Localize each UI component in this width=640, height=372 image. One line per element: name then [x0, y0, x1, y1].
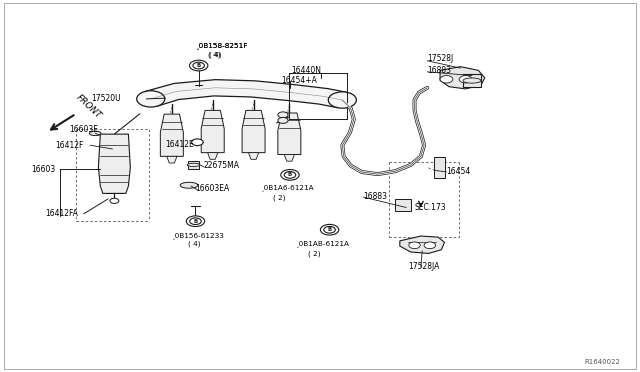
Text: 17528JA: 17528JA	[408, 262, 440, 271]
Circle shape	[321, 224, 339, 235]
Text: R1640022: R1640022	[584, 359, 620, 365]
Text: B: B	[196, 63, 201, 68]
Circle shape	[189, 60, 208, 71]
Text: FRONT: FRONT	[74, 93, 103, 120]
Ellipse shape	[180, 182, 198, 188]
Text: ( 4): ( 4)	[188, 240, 200, 247]
Polygon shape	[145, 80, 347, 108]
Circle shape	[328, 92, 356, 108]
Circle shape	[186, 216, 205, 227]
Circle shape	[460, 76, 472, 83]
Bar	[188, 161, 199, 169]
Circle shape	[193, 62, 204, 69]
Bar	[434, 157, 445, 178]
Polygon shape	[248, 153, 259, 159]
Text: 16440N: 16440N	[291, 66, 321, 75]
Polygon shape	[167, 156, 177, 163]
Text: 22675MA: 22675MA	[204, 161, 240, 170]
Text: ¸0B158-8251F: ¸0B158-8251F	[195, 42, 248, 48]
Polygon shape	[207, 153, 218, 159]
Bar	[396, 199, 412, 211]
Text: SEC.173: SEC.173	[415, 203, 446, 212]
Polygon shape	[278, 113, 301, 154]
Text: B: B	[328, 227, 332, 232]
Text: 16883: 16883	[428, 66, 451, 75]
Circle shape	[284, 171, 296, 178]
Text: ¸0B1A6-6121A: ¸0B1A6-6121A	[261, 185, 315, 191]
Polygon shape	[161, 114, 183, 156]
Circle shape	[137, 91, 165, 107]
Text: ¸0B1AB-6121A: ¸0B1AB-6121A	[296, 240, 350, 247]
Text: 17528J: 17528J	[428, 54, 454, 62]
Polygon shape	[201, 110, 224, 153]
Ellipse shape	[90, 131, 101, 136]
Circle shape	[409, 242, 420, 248]
Circle shape	[189, 218, 201, 225]
Text: 16454: 16454	[447, 167, 470, 176]
Circle shape	[424, 242, 436, 248]
Text: 16412FA: 16412FA	[45, 209, 78, 218]
Text: ( 4): ( 4)	[209, 51, 221, 58]
Polygon shape	[440, 67, 484, 89]
Ellipse shape	[188, 163, 200, 167]
Polygon shape	[242, 110, 265, 153]
Circle shape	[278, 112, 288, 118]
Circle shape	[324, 227, 335, 233]
Text: B: B	[288, 172, 292, 177]
Polygon shape	[284, 154, 294, 161]
Circle shape	[191, 139, 203, 145]
Circle shape	[440, 76, 453, 83]
Polygon shape	[400, 236, 445, 253]
Text: B: B	[193, 219, 198, 224]
Text: ( 2): ( 2)	[308, 251, 321, 257]
Circle shape	[110, 198, 119, 203]
Text: 16412E: 16412E	[166, 140, 194, 149]
Text: 16603: 16603	[31, 165, 56, 174]
Ellipse shape	[463, 78, 481, 83]
Polygon shape	[99, 134, 131, 193]
Text: 16412F: 16412F	[55, 141, 83, 150]
Text: ¸0B156-61233: ¸0B156-61233	[172, 232, 225, 240]
Text: 16603EA: 16603EA	[195, 185, 230, 193]
Circle shape	[281, 170, 299, 180]
Bar	[463, 74, 481, 87]
Text: ( 4): ( 4)	[207, 51, 220, 58]
Text: ( 2): ( 2)	[273, 195, 285, 202]
Text: ¸0B158-8251F: ¸0B158-8251F	[195, 42, 248, 48]
Text: 16454+A: 16454+A	[282, 76, 317, 85]
Text: 16883: 16883	[364, 192, 387, 201]
Text: 17520U: 17520U	[91, 94, 121, 103]
Text: 16603E: 16603E	[70, 125, 99, 134]
Circle shape	[278, 118, 288, 124]
